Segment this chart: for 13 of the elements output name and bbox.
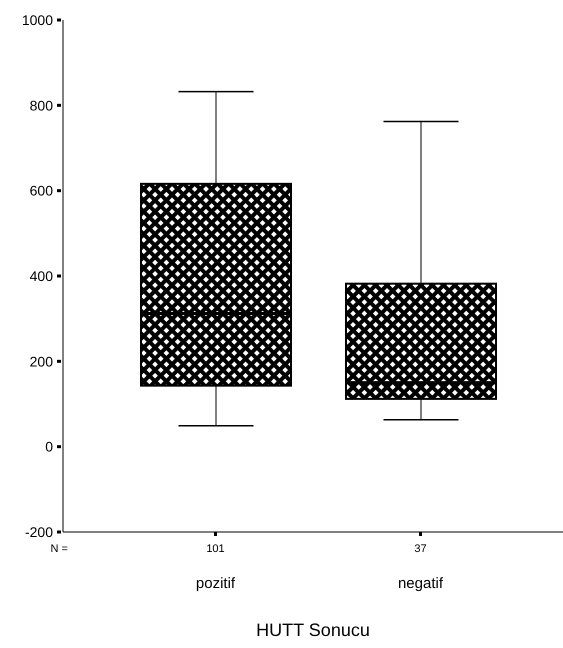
x-axis-title: HUTT Sonucu xyxy=(256,620,370,640)
y-tick-label: 400 xyxy=(30,268,54,284)
x-tick-label: negatif xyxy=(398,575,444,592)
y-tick-label: 0 xyxy=(45,438,54,455)
y-tick-label: 200 xyxy=(30,353,54,370)
annotation: 37 xyxy=(414,543,427,555)
y-tick-label: 800 xyxy=(30,97,54,114)
annotation: 101 xyxy=(206,543,225,555)
text: N = xyxy=(50,543,68,555)
y-tick-label: -200 xyxy=(24,524,54,540)
y-tick-label: 600 xyxy=(30,182,54,199)
x-tick-label: pozitif xyxy=(196,575,236,592)
y-tick-label: 1000 xyxy=(22,12,54,28)
